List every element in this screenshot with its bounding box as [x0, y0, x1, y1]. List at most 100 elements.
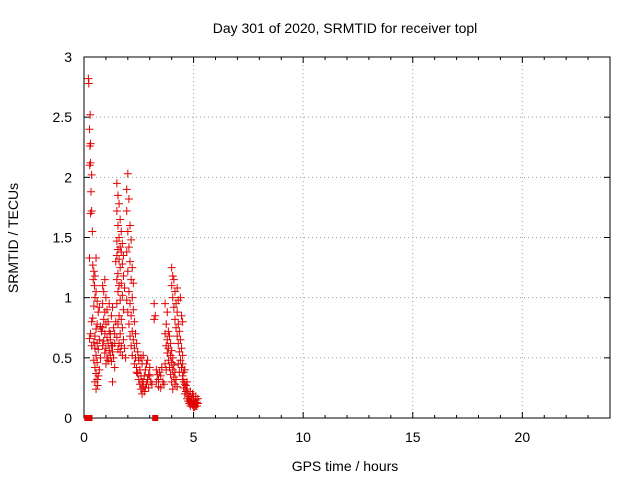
data-point [121, 353, 130, 362]
data-point [107, 311, 116, 320]
data-point [87, 170, 96, 179]
data-point [162, 320, 171, 329]
x-tick-label: 15 [405, 429, 421, 445]
data-point [145, 371, 154, 380]
data-point [113, 221, 122, 230]
data-point [166, 339, 175, 348]
chart-title: Day 301 of 2020, SRMTID for receiver top… [213, 20, 478, 36]
data-point [144, 383, 153, 392]
data-point [174, 339, 183, 348]
data-point [87, 317, 96, 326]
data-point [94, 371, 103, 380]
data-point [122, 207, 131, 216]
data-point [138, 389, 147, 398]
data-point [129, 335, 138, 344]
x-axis-title: GPS time / hours [292, 458, 399, 474]
data-point [173, 332, 182, 341]
data-point [124, 194, 133, 203]
data-point [124, 320, 133, 329]
data-point [122, 247, 131, 256]
data-point [128, 263, 137, 272]
data-point [95, 303, 104, 312]
data-point [107, 357, 116, 366]
data-point [175, 327, 184, 336]
data-point [90, 272, 99, 281]
data-point [92, 253, 101, 262]
data-point [173, 382, 182, 391]
data-point [115, 199, 124, 208]
data-point [99, 336, 108, 345]
x-tick-label: 5 [190, 429, 198, 445]
data-point [126, 257, 135, 266]
data-point [119, 251, 128, 260]
data-point [191, 392, 200, 401]
data-point [92, 324, 101, 333]
data-point [130, 317, 139, 326]
data-point [123, 308, 132, 317]
data-point [123, 267, 132, 276]
data-point [120, 284, 129, 293]
data-point [176, 356, 185, 365]
data-point [127, 235, 136, 244]
data-point [126, 221, 135, 230]
data-point [133, 347, 142, 356]
data-point [138, 359, 147, 368]
data-point [130, 344, 139, 353]
data-point [101, 359, 110, 368]
data-point [168, 272, 177, 281]
data-point [163, 335, 172, 344]
data-point [92, 385, 101, 394]
data-point [175, 347, 184, 356]
data-point [124, 287, 133, 296]
axis-ticks [83, 56, 611, 419]
data-point [86, 110, 95, 119]
data-point [88, 314, 97, 323]
data-point [119, 305, 128, 314]
data-point [168, 353, 177, 362]
data-point [169, 361, 178, 370]
data-point [113, 287, 122, 296]
data-point [129, 305, 138, 314]
data-point [169, 303, 178, 312]
data-point [93, 297, 102, 306]
data-point [86, 209, 95, 218]
data-point [131, 329, 140, 338]
data-point [85, 125, 94, 134]
data-point [127, 311, 136, 320]
data-point [127, 275, 136, 284]
data-point [90, 363, 99, 372]
data-point [151, 311, 160, 320]
data-point [86, 329, 95, 338]
data-point [152, 377, 161, 386]
data-point [101, 320, 110, 329]
data-point [112, 275, 121, 284]
data-point [89, 302, 98, 311]
data-point [84, 79, 93, 88]
data-point [168, 385, 177, 394]
data-point [118, 323, 127, 332]
data-point [110, 329, 119, 338]
data-point [177, 311, 186, 320]
data-point [100, 349, 109, 358]
x-tick-label: 20 [515, 429, 531, 445]
y-tick-label: 1 [64, 290, 72, 306]
data-point [156, 371, 165, 380]
data-point [85, 161, 94, 170]
data-point [93, 339, 102, 348]
data-point [170, 315, 179, 324]
data-point [88, 227, 97, 236]
data-point [183, 377, 192, 386]
y-axis-title: SRMTID / TECUs [5, 183, 21, 293]
data-point [178, 317, 187, 326]
data-point [112, 179, 121, 188]
data-point [109, 323, 118, 332]
data-point [150, 315, 159, 324]
data-point [130, 359, 139, 368]
data-point [186, 387, 195, 396]
data-point [132, 368, 141, 377]
data-point [122, 185, 131, 194]
data-point [141, 365, 150, 374]
data-point [115, 281, 124, 290]
data-points [84, 74, 202, 421]
